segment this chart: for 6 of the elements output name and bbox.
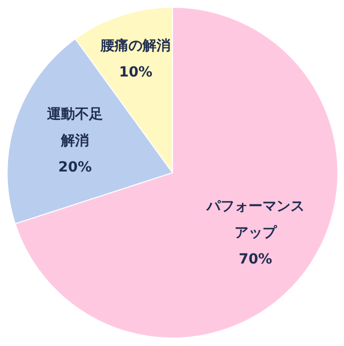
slice-label: 運動不足解消 bbox=[46, 106, 103, 149]
slice-label: 腰痛の解消 bbox=[100, 37, 171, 54]
data-label: 10% bbox=[118, 64, 152, 81]
data-label: 20% bbox=[58, 159, 92, 176]
data-label: 70% bbox=[238, 251, 272, 268]
slice-label: パフォーマンスアップ bbox=[205, 198, 304, 242]
